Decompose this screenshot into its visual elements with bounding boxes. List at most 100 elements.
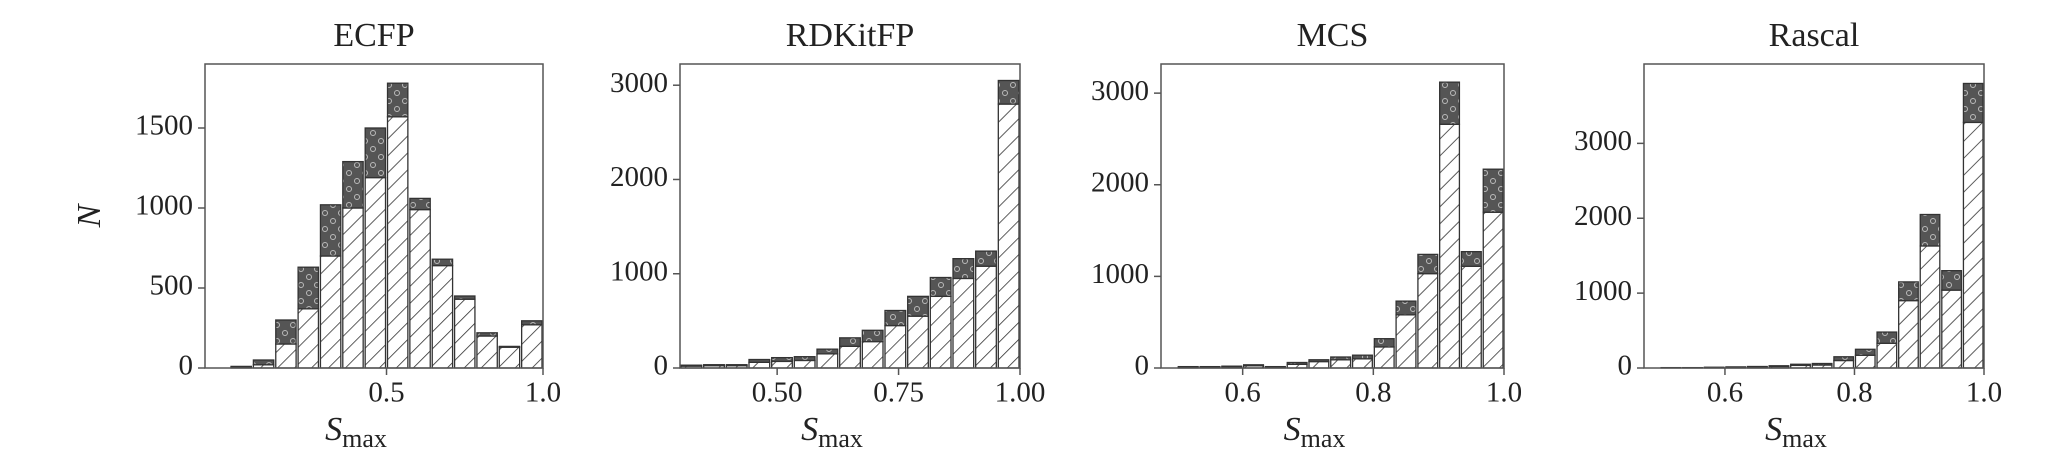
plot-frame [1643, 63, 1985, 369]
panel-title: RDKitFP [786, 17, 915, 54]
x-axis-label: Smax [325, 411, 387, 453]
bar [1876, 331, 1898, 344]
bar [498, 345, 521, 348]
x-axis-label-sub: max [342, 424, 387, 453]
bar [319, 255, 342, 369]
panel-title: Rascal [1769, 17, 1860, 54]
bar [342, 160, 364, 209]
x-tick-label: 0.6 [1707, 377, 1743, 409]
bar [1460, 250, 1482, 267]
bar [839, 337, 861, 347]
bar [252, 359, 275, 366]
bar [816, 353, 839, 369]
y-tick-label: 3000 [1091, 75, 1149, 107]
bar [839, 345, 861, 369]
bar [1854, 348, 1876, 356]
bar [230, 365, 253, 368]
bar [703, 364, 725, 367]
bar [929, 276, 952, 298]
x-axis-label-sub: max [1301, 424, 1346, 453]
bar [342, 207, 364, 369]
y-tick-label: 3000 [1574, 125, 1632, 157]
y-tick-label: 1000 [610, 255, 668, 287]
bar [476, 332, 498, 337]
y-axis-label: N [71, 202, 108, 228]
bar [1308, 359, 1330, 363]
y-tick-label: 2000 [1091, 166, 1149, 198]
bar [453, 298, 476, 369]
x-tick-label: 0.8 [1355, 377, 1391, 409]
bar [1351, 354, 1373, 360]
bar [975, 250, 997, 267]
bar [1482, 168, 1504, 213]
bar [1941, 270, 1963, 291]
bar [1243, 364, 1265, 367]
bar [861, 340, 884, 369]
bar [1373, 338, 1395, 348]
x-tick-label: 1.0 [1486, 377, 1522, 409]
bar [1919, 245, 1941, 369]
bar [297, 308, 320, 369]
bar [1439, 123, 1461, 369]
bar [275, 319, 297, 345]
bar [1854, 354, 1876, 369]
bar [771, 360, 793, 369]
x-tick-label: 0.8 [1836, 377, 1872, 409]
bar [1482, 211, 1504, 369]
bar [952, 258, 975, 280]
bar [1395, 300, 1417, 316]
panel-title: ECFP [333, 17, 414, 54]
bar [364, 127, 387, 179]
bar [453, 295, 476, 300]
x-axis-label-main: S [325, 411, 342, 448]
bar [1790, 363, 1811, 367]
plot-frame [679, 63, 1021, 369]
bar [997, 103, 1020, 369]
y-tick-label: 1000 [135, 190, 193, 222]
bar [861, 329, 884, 343]
y-tick-label: 2000 [610, 161, 668, 193]
bar [521, 320, 543, 326]
y-tick-label: 0 [654, 350, 669, 382]
bar [1833, 359, 1855, 369]
bar [1768, 365, 1790, 368]
x-axis-label-sub: max [818, 424, 863, 453]
y-tick-label: 1000 [1091, 258, 1149, 290]
x-tick-label: 0.50 [752, 377, 803, 409]
x-axis-label: Smax [1284, 411, 1346, 453]
bar [748, 358, 771, 363]
bar [1330, 359, 1352, 369]
bar [431, 258, 454, 267]
bar [297, 266, 320, 310]
y-tick-label: 500 [150, 270, 194, 302]
x-tick-label: 1.0 [1966, 377, 2002, 409]
bar [476, 335, 498, 369]
x-tick-label: 1.0 [525, 377, 561, 409]
x-axis-label-sub: max [1782, 424, 1827, 453]
bar [1460, 265, 1482, 369]
x-tick-label: 1.00 [995, 377, 1046, 409]
x-axis-label: Smax [1765, 411, 1827, 453]
x-axis-label-main: S [801, 411, 818, 448]
bar [1286, 361, 1308, 365]
bar [275, 343, 297, 369]
bar [1330, 356, 1352, 361]
x-axis-label-main: S [1765, 411, 1782, 448]
plot-frame [204, 63, 544, 369]
bar [1833, 356, 1855, 362]
x-axis-label: Smax [801, 411, 863, 453]
bar [364, 176, 387, 369]
bar [1417, 253, 1439, 275]
y-tick-label: 3000 [610, 67, 668, 99]
bar [1941, 289, 1963, 369]
bar [386, 82, 409, 118]
y-tick-label: 0 [1135, 350, 1150, 382]
bar [319, 204, 342, 257]
bar [748, 361, 771, 369]
bar [997, 79, 1020, 105]
panel-title: MCS [1297, 17, 1369, 54]
bar [680, 364, 703, 367]
bar [1351, 358, 1373, 369]
x-axis-label-main: S [1284, 411, 1301, 448]
